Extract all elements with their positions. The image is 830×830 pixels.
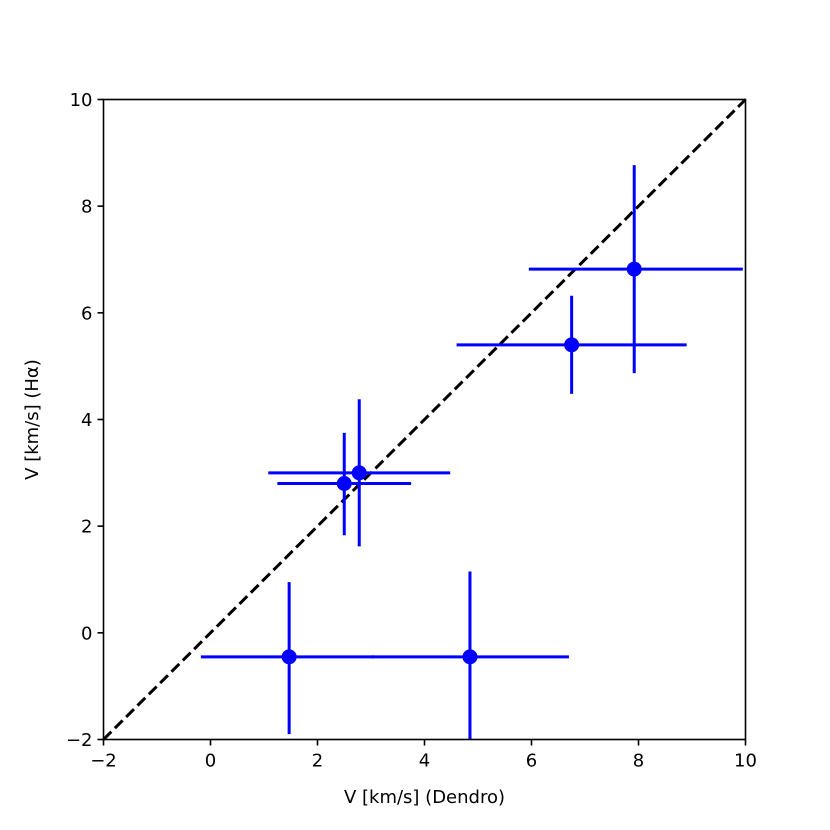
data-point bbox=[351, 465, 367, 481]
data-point bbox=[462, 649, 478, 665]
y-tick-label: 0 bbox=[81, 623, 92, 644]
data-point bbox=[564, 337, 580, 353]
x-tick-label: 6 bbox=[526, 751, 537, 772]
reference-line bbox=[102, 98, 747, 741]
data-point-group bbox=[456, 295, 687, 394]
y-tick-label: −2 bbox=[66, 730, 93, 751]
x-tick-label: 10 bbox=[734, 751, 757, 772]
x-tick-label: 0 bbox=[205, 751, 216, 772]
x-tick-label: 4 bbox=[419, 751, 430, 772]
x-tick-label: 8 bbox=[633, 751, 644, 772]
y-tick-label: 8 bbox=[81, 197, 92, 218]
y-tick-label: 6 bbox=[81, 303, 92, 324]
data-point bbox=[626, 261, 642, 277]
y-axis-label: V [km/s] (Hα) bbox=[22, 359, 43, 480]
data-point-group bbox=[277, 432, 412, 536]
data-point-group bbox=[528, 165, 743, 374]
data-point bbox=[281, 649, 297, 665]
data-point-group bbox=[200, 582, 375, 735]
x-tick-label: 2 bbox=[312, 751, 323, 772]
x-axis-label: V [km/s] (Dendro) bbox=[344, 787, 505, 808]
y-tick-label: 2 bbox=[81, 517, 92, 538]
data-point-group bbox=[268, 399, 451, 547]
x-tick-label: −2 bbox=[90, 751, 117, 772]
y-tick-label: 10 bbox=[70, 90, 93, 111]
y-tick-label: 4 bbox=[81, 410, 92, 431]
data-point bbox=[336, 476, 352, 491]
data-point-group bbox=[371, 571, 569, 740]
